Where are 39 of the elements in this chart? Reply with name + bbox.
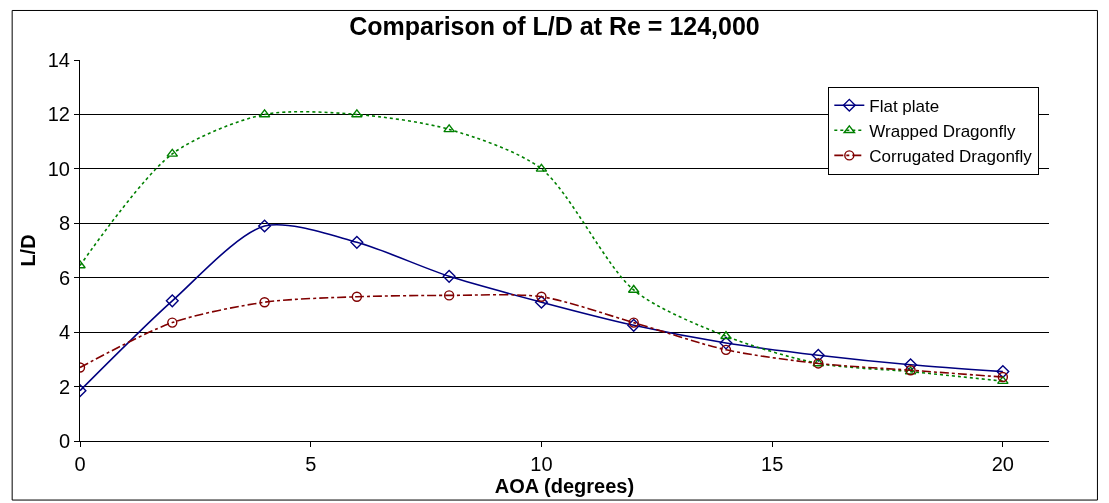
point — [165, 294, 179, 308]
point — [720, 331, 732, 340]
y-tick-label: 10 — [47, 157, 70, 180]
point — [258, 219, 272, 233]
point — [720, 344, 732, 356]
y-tick-label: 14 — [47, 49, 70, 71]
x-tick-label: 5 — [305, 453, 317, 475]
point — [167, 317, 178, 328]
y-tick-label: 2 — [58, 375, 70, 398]
legend-label: Flat plate — [869, 96, 940, 116]
point — [627, 318, 641, 332]
x-axis-title: AOA (degrees) — [494, 475, 635, 497]
legend-label: Corrugated Dragonfly — [869, 147, 1033, 167]
point — [442, 269, 456, 283]
point — [997, 371, 1009, 383]
x-tick-label: 15 — [761, 453, 784, 475]
x-tick-label: 20 — [991, 453, 1014, 475]
point — [628, 317, 639, 328]
point — [259, 297, 270, 308]
x-tick-label: 0 — [74, 453, 86, 475]
point — [996, 375, 1009, 385]
y-tick-label: 12 — [47, 103, 70, 126]
y-tick-label: 4 — [58, 321, 70, 344]
point — [996, 365, 1010, 379]
legend-label: Wrapped Dragonfly — [869, 121, 1016, 141]
y-tick-label: 6 — [58, 266, 70, 289]
y-axis-title: L/D — [17, 234, 40, 267]
point — [350, 235, 364, 249]
point — [719, 336, 733, 350]
point — [534, 295, 548, 309]
point — [351, 291, 363, 302]
y-tick-label: 8 — [58, 212, 70, 235]
point — [811, 348, 825, 362]
point — [536, 291, 547, 302]
point — [443, 290, 455, 301]
point — [904, 358, 918, 372]
chart-title: Comparison of L/D at Re = 124,000 — [349, 12, 760, 41]
x-tick-label: 10 — [530, 453, 553, 475]
y-tick-label: 0 — [58, 430, 70, 452]
